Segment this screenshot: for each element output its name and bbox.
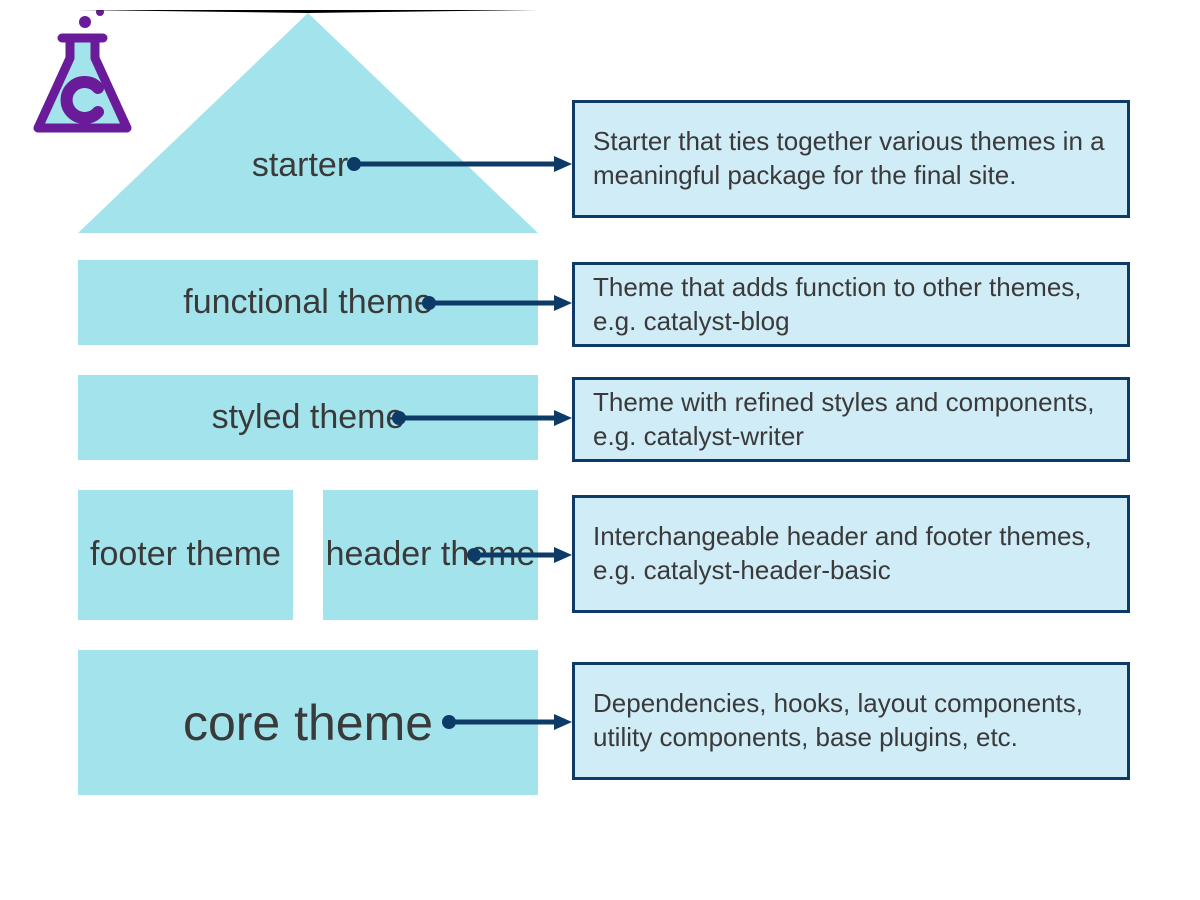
starter-triangle: [78, 10, 538, 233]
header-connector: [466, 545, 578, 565]
styled-connector: [391, 408, 578, 428]
header-footer-description: Interchangeable header and footer themes…: [572, 495, 1130, 613]
starter-connector: [346, 154, 578, 174]
footer-theme-block: footer theme: [78, 490, 293, 620]
functional-connector: [421, 293, 578, 313]
core-connector: [441, 712, 578, 732]
styled-theme-description: Theme with refined styles and components…: [572, 377, 1130, 462]
core-theme-description: Dependencies, hooks, layout components, …: [572, 662, 1130, 780]
functional-theme-description: Theme that adds function to other themes…: [572, 262, 1130, 347]
starter-description: Starter that ties together various theme…: [572, 100, 1130, 218]
